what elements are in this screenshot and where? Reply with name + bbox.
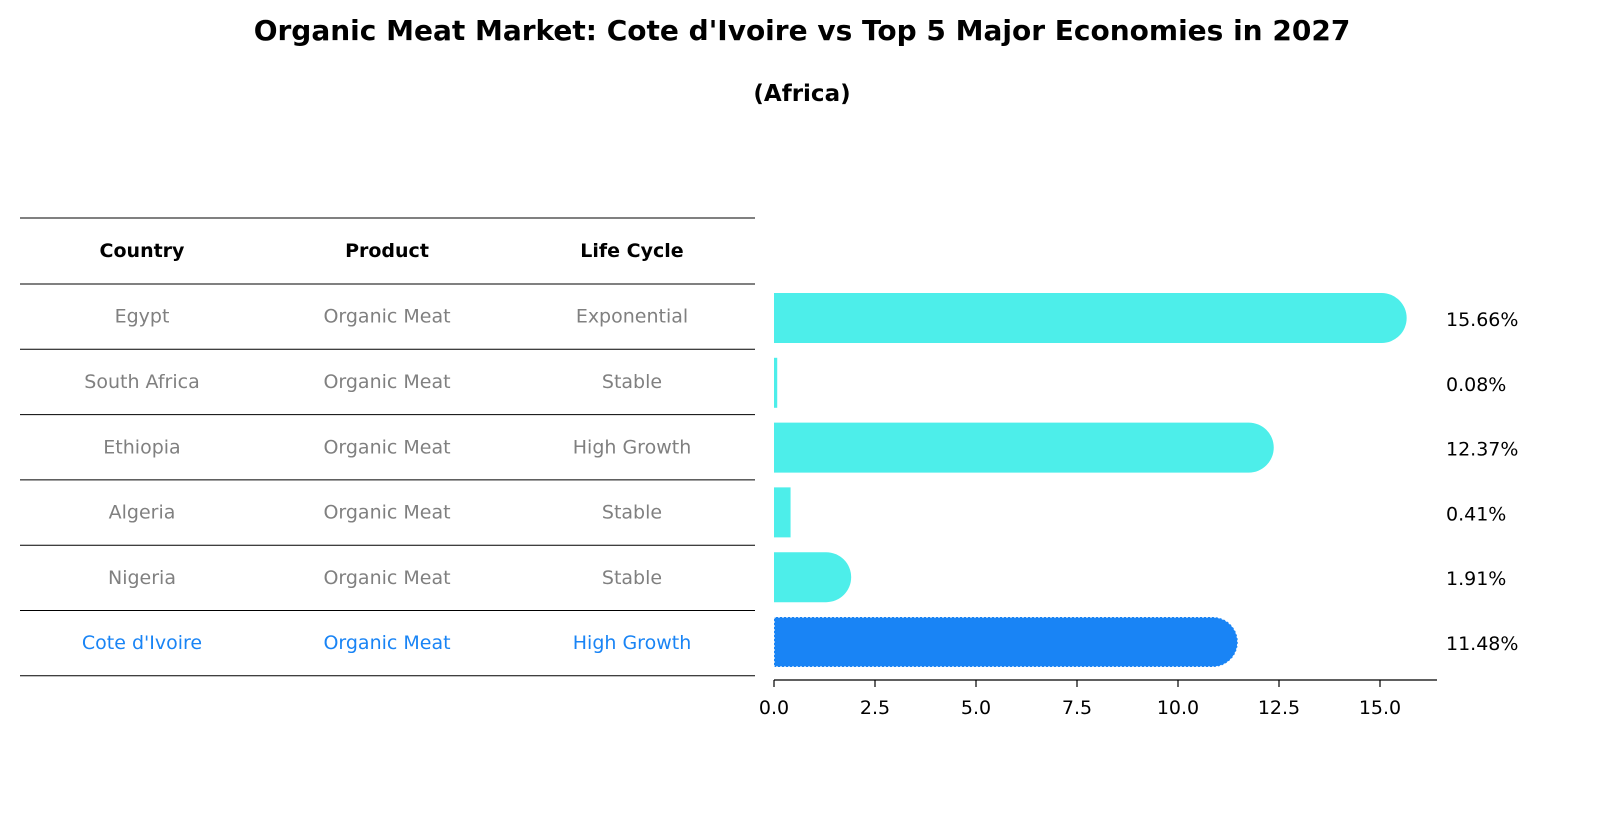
table-cell-nigeria-country: Nigeria bbox=[108, 567, 176, 589]
table-cell-ethiopia-country: Ethiopia bbox=[103, 436, 180, 458]
table-header-product: Product bbox=[345, 240, 429, 262]
x-tick-label-5: 12.5 bbox=[1258, 697, 1300, 719]
bar-nigeria bbox=[774, 552, 852, 603]
bar-south-africa bbox=[774, 357, 778, 408]
table-cell-nigeria-life-cycle: Stable bbox=[602, 567, 662, 589]
x-tick-label-3: 7.5 bbox=[1062, 697, 1092, 719]
table-cell-algeria-life-cycle: Stable bbox=[602, 502, 662, 524]
table-cell-south-africa-life-cycle: Stable bbox=[602, 371, 662, 393]
value-label-algeria: 0.41% bbox=[1446, 503, 1506, 525]
table-cell-algeria-product: Organic Meat bbox=[323, 502, 450, 524]
bar-ethiopia bbox=[774, 422, 1274, 473]
table-cell-cote-d-ivoire-life-cycle: High Growth bbox=[573, 632, 691, 654]
value-label-south-africa: 0.08% bbox=[1446, 374, 1506, 396]
x-tick-label-1: 2.5 bbox=[860, 697, 890, 719]
chart-subtitle: (Africa) bbox=[753, 81, 851, 107]
value-label-nigeria: 1.91% bbox=[1446, 568, 1506, 590]
value-label-ethiopia: 12.37% bbox=[1446, 439, 1518, 461]
table-cell-ethiopia-life-cycle: High Growth bbox=[573, 436, 691, 458]
bar-algeria bbox=[774, 487, 791, 538]
table-cell-nigeria-product: Organic Meat bbox=[323, 567, 450, 589]
table-cell-ethiopia-product: Organic Meat bbox=[323, 436, 450, 458]
value-label-egypt: 15.66% bbox=[1446, 309, 1518, 331]
table-cell-egypt-country: Egypt bbox=[115, 306, 170, 328]
value-label-cote-d-ivoire: 11.48% bbox=[1446, 633, 1518, 655]
table-header-country: Country bbox=[100, 240, 186, 262]
table-cell-cote-d-ivoire-product: Organic Meat bbox=[323, 632, 450, 654]
chart-title: Organic Meat Market: Cote d'Ivoire vs To… bbox=[253, 14, 1351, 47]
table-cell-egypt-life-cycle: Exponential bbox=[576, 306, 688, 328]
bar-egypt bbox=[774, 293, 1407, 343]
country-table: Country Product Life Cycle Egypt Organic Mea… bbox=[20, 217, 755, 677]
x-tick-label-0: 0.0 bbox=[759, 697, 789, 719]
table-header-life-cycle: Life Cycle bbox=[580, 240, 683, 262]
x-tick-label-2: 5.0 bbox=[961, 697, 991, 719]
table-cell-egypt-product: Organic Meat bbox=[323, 306, 450, 328]
table-cell-algeria-country: Algeria bbox=[109, 502, 176, 524]
x-tick-label-4: 10.0 bbox=[1157, 697, 1199, 719]
x-tick-label-6: 15.0 bbox=[1359, 697, 1401, 719]
table-cell-cote-d-ivoire-country: Cote d'Ivoire bbox=[82, 632, 202, 654]
table-cell-south-africa-country: South Africa bbox=[84, 371, 199, 393]
bar-cote-d-ivoire bbox=[773, 616, 1239, 668]
table-cell-south-africa-product: Organic Meat bbox=[323, 371, 450, 393]
